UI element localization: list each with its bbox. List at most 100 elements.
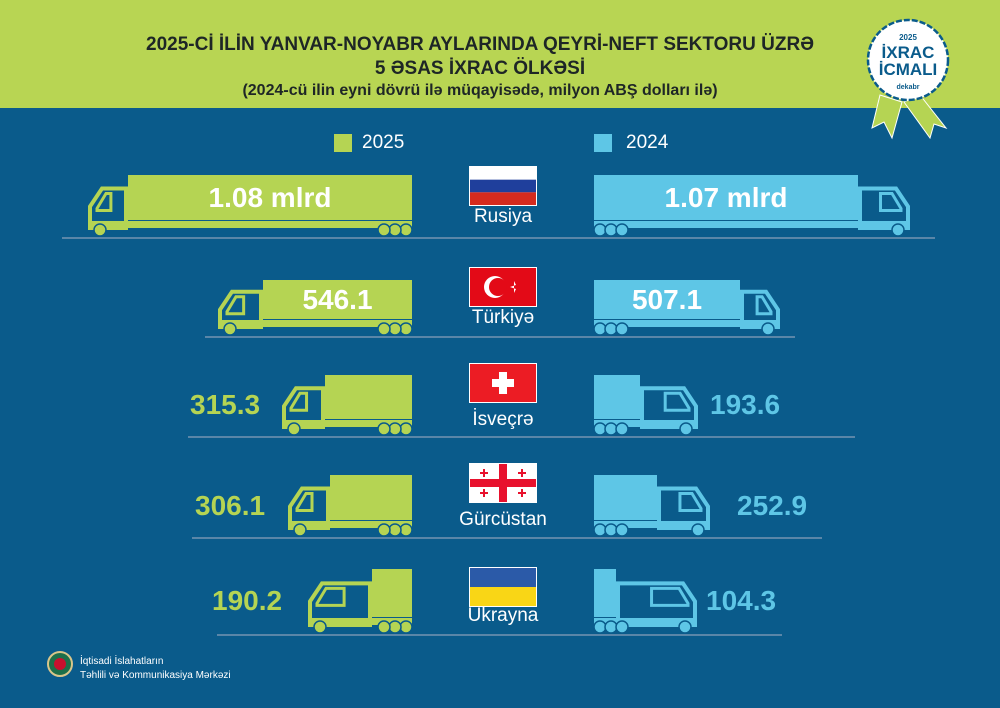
value-2024: 252.9 [737, 489, 808, 521]
truck-2024-1 [593, 280, 780, 336]
chassis [594, 221, 908, 228]
footer-line2: Təhlili və Kommunikasiya Mərkəzi [80, 670, 231, 681]
wheel [604, 322, 618, 336]
wheel [593, 523, 607, 537]
badge-year: 2025 [899, 33, 917, 42]
cargo-box [128, 175, 412, 220]
country-name: Ukrayna [467, 605, 539, 626]
cab-window [289, 391, 309, 412]
chassis [594, 521, 708, 528]
small-cross [518, 472, 526, 474]
wheel [388, 422, 402, 436]
truck-2024-4 [593, 569, 697, 634]
wheel [399, 223, 413, 237]
truck-cab [218, 289, 263, 329]
legend-swatch-2025 [334, 134, 352, 152]
wheel [399, 422, 413, 436]
wheel [678, 620, 692, 634]
truck-cab [740, 289, 780, 329]
truck-2025-2 [282, 375, 413, 436]
wheel [93, 223, 107, 237]
wheel [377, 620, 391, 634]
truck-cab [640, 386, 698, 429]
flag-turkey-icon [469, 267, 537, 307]
ribbon [903, 94, 948, 140]
wheel [399, 523, 413, 537]
wheel [891, 223, 905, 237]
wheel [388, 322, 402, 336]
wheel [313, 620, 327, 634]
chassis [290, 521, 412, 528]
truck-2024-0 [593, 175, 910, 237]
wheel [604, 223, 618, 237]
value-2024: 507.1 [631, 283, 703, 315]
title-line2: 5 ƏSAS İXRAC ÖLKƏSİ [374, 58, 586, 79]
country-name: Rusiya [473, 206, 533, 227]
truck-2025-4 [308, 569, 413, 634]
wheel [593, 620, 607, 634]
wheel [388, 223, 402, 237]
flag-russia-icon [469, 166, 537, 206]
stripe [470, 179, 536, 193]
cargo-box [594, 475, 657, 520]
value-2025: 546.1 [302, 283, 373, 315]
cargo-box [594, 569, 616, 617]
value-2024: 1.07 mlrd [664, 181, 788, 213]
small-cross [518, 492, 526, 494]
badge-circle [866, 18, 950, 102]
legend-label-2024: 2024 [626, 132, 669, 153]
crescent-cut [489, 278, 507, 296]
wheel [615, 620, 629, 634]
truck-cab [282, 386, 325, 429]
subtitle: (2024-cü ilin eyni dövrü ilə müqayisədə,… [242, 82, 718, 99]
ribbon [871, 94, 903, 140]
cab-window [879, 192, 903, 212]
badge-line2: İCMALI [879, 60, 938, 79]
chassis [220, 320, 412, 327]
truck-2025-3 [288, 475, 413, 537]
country-name: Türkiyə [471, 307, 535, 328]
cargo-box [325, 375, 412, 419]
cargo-box [330, 475, 412, 520]
chassis [594, 420, 696, 427]
cab-window [755, 295, 773, 316]
chassis [310, 618, 412, 625]
value-2025: 190.2 [212, 585, 283, 616]
cross [470, 479, 536, 487]
value-2025: 306.1 [195, 489, 266, 521]
cargo-box [594, 375, 640, 419]
cargo-box [594, 175, 858, 220]
country-name: Gürcüstan [459, 509, 547, 530]
wheel [388, 620, 402, 634]
wheel [604, 620, 618, 634]
badge-line1: İXRAC [882, 43, 935, 62]
star [510, 281, 516, 293]
truck-cab [88, 186, 128, 230]
wheel [615, 223, 629, 237]
cargo-box [372, 569, 412, 617]
wheel [691, 523, 705, 537]
value-2025: 1.08 mlrd [208, 181, 332, 213]
cross [492, 379, 514, 387]
wheel [377, 223, 391, 237]
wheel [615, 523, 629, 537]
header-band [0, 0, 1000, 108]
wheel [293, 523, 307, 537]
title-line1: 2025-Cİ İLİN YANVAR-NOYABR AYLARINDA QEY… [146, 34, 814, 55]
truck-2024-3 [593, 475, 710, 537]
wheel [604, 422, 618, 436]
wheel [593, 422, 607, 436]
wheel [604, 523, 618, 537]
truck-2025-1 [218, 280, 413, 336]
wheel [615, 322, 629, 336]
stripe [470, 192, 536, 205]
legend-swatch-2024 [594, 134, 612, 152]
value-2025: 315.3 [190, 389, 261, 420]
chassis [90, 221, 412, 228]
cab-window [225, 295, 246, 316]
cab-window [315, 586, 346, 607]
wheel [223, 322, 237, 336]
wheel [388, 523, 402, 537]
legend-label-2025: 2025 [362, 132, 405, 153]
